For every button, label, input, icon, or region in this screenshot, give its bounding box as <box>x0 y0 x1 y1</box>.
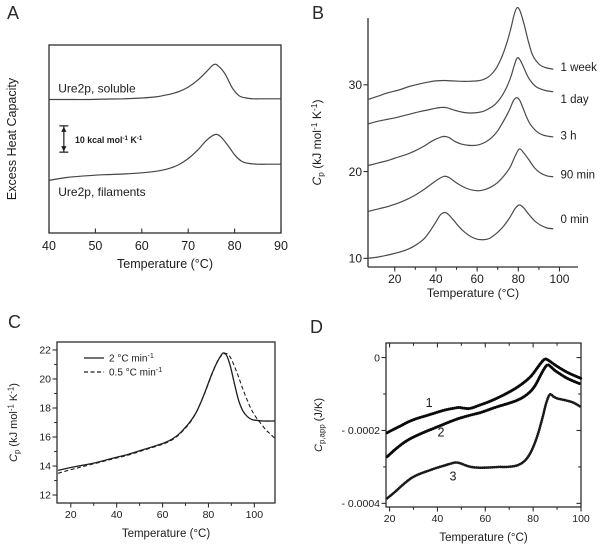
svg-text:20: 20 <box>39 374 51 386</box>
panel-c-chart: 20 40 60 80 100 12 14 16 18 20 22 Temperature (°C) C… <box>0 300 304 548</box>
series-ure2p-soluble <box>49 63 281 101</box>
svg-text:40: 40 <box>42 239 56 253</box>
series-1 <box>385 357 583 435</box>
series-90-min <box>367 148 554 213</box>
series-2 <box>385 363 583 459</box>
svg-text:60: 60 <box>470 272 484 286</box>
svg-text:20: 20 <box>349 165 363 179</box>
svg-text:60: 60 <box>479 513 491 525</box>
svg-text:Temperature (°C): Temperature (°C) <box>122 528 210 540</box>
svg-text:40: 40 <box>111 509 123 521</box>
svg-text:10: 10 <box>349 252 363 266</box>
svg-text:40: 40 <box>429 272 443 286</box>
svg-text:2: 2 <box>438 426 445 440</box>
svg-text:100: 100 <box>246 509 264 521</box>
svg-text:1 week: 1 week <box>561 62 598 74</box>
svg-text:22: 22 <box>39 345 51 357</box>
svg-text:20: 20 <box>65 509 77 521</box>
svg-text:- 0.0004: - 0.0004 <box>341 498 380 510</box>
svg-text:100: 100 <box>549 272 569 286</box>
panel-c-svg: 20 40 60 80 100 12 14 16 18 20 22 Temperature (°C) C… <box>6 341 276 540</box>
svg-text:3: 3 <box>450 469 457 483</box>
svg-text:60: 60 <box>157 509 169 521</box>
svg-text:90: 90 <box>274 239 288 253</box>
panel-c-letter: C <box>8 312 21 332</box>
svg-text:Cp,app (J/K): Cp,app (J/K) <box>313 398 326 452</box>
svg-text:Temperature (°C): Temperature (°C) <box>439 532 527 544</box>
series-1-week <box>367 6 554 101</box>
series-ure2p-filaments <box>48 133 281 181</box>
series-3-h <box>367 97 554 167</box>
svg-text:14: 14 <box>39 461 51 473</box>
svg-text:12: 12 <box>39 490 51 502</box>
svg-text:Cp (kJ mol-1 K-1): Cp (kJ mol-1 K-1) <box>6 383 21 462</box>
series-3 <box>385 392 583 500</box>
svg-text:3 h: 3 h <box>561 130 577 142</box>
panel-b-letter: B <box>312 3 325 23</box>
svg-text:10 kcal mol-1 K-1: 10 kcal mol-1 K-1 <box>75 135 143 145</box>
svg-text:80: 80 <box>228 239 242 253</box>
svg-text:0: 0 <box>374 352 380 364</box>
series-2-c-min-1 <box>57 352 275 472</box>
svg-text:1: 1 <box>426 396 433 410</box>
panel-d-letter: D <box>310 317 323 337</box>
svg-text:- 0.0002: - 0.0002 <box>341 425 380 437</box>
svg-text:Ure2p, soluble: Ure2p, soluble <box>58 81 136 95</box>
svg-text:30: 30 <box>349 78 363 92</box>
panel-b-svg: 20 40 60 80 100 10 20 30 Temperature (°C) Cp (kJ … <box>309 6 598 300</box>
panel-a-svg: 40 50 60 70 80 90 Temperature (°C) Excess Heat … <box>5 44 288 271</box>
series-0-5-c-min-1 <box>57 352 276 474</box>
svg-text:40: 40 <box>432 513 444 525</box>
svg-text:Temperature (°C): Temperature (°C) <box>427 286 519 300</box>
svg-text:0 min: 0 min <box>561 214 589 226</box>
svg-text:Excess Heat Capacity: Excess Heat Capacity <box>5 77 19 200</box>
svg-text:80: 80 <box>203 509 215 521</box>
svg-text:18: 18 <box>39 403 51 415</box>
series-0-min <box>367 204 554 259</box>
svg-text:50: 50 <box>88 239 102 253</box>
svg-text:Ure2p, filaments: Ure2p, filaments <box>58 185 145 199</box>
svg-text:Temperature (°C): Temperature (°C) <box>117 257 213 271</box>
svg-text:70: 70 <box>181 239 195 253</box>
svg-text:2 °C min-1: 2 °C min-1 <box>109 351 154 364</box>
svg-text:20: 20 <box>384 513 396 525</box>
svg-text:16: 16 <box>39 432 51 444</box>
svg-text:20: 20 <box>388 272 402 286</box>
series-1-day <box>367 57 554 125</box>
panel-a-chart: 40 50 60 70 80 90 Temperature (°C) Excess Heat … <box>0 0 304 305</box>
panel-d-svg: 20 40 60 80 100 0 - 0.0002 - 0.0004 Temperature … <box>313 342 590 544</box>
svg-text:80: 80 <box>512 272 526 286</box>
svg-text:Cp (kJ mol-1 K-1): Cp (kJ mol-1 K-1) <box>309 99 326 185</box>
svg-text:60: 60 <box>135 239 149 253</box>
svg-text:1 day: 1 day <box>561 94 589 106</box>
panel-b-chart: 20 40 60 80 100 10 20 30 Temperature (°C) Cp (kJ … <box>304 0 608 305</box>
panel-d-chart: 20 40 60 80 100 0 - 0.0002 - 0.0004 Temperature … <box>304 300 608 548</box>
svg-text:0.5 °C min-1: 0.5 °C min-1 <box>109 365 162 378</box>
panel-a-letter: A <box>7 3 20 23</box>
svg-text:90 min: 90 min <box>561 170 596 182</box>
svg-text:100: 100 <box>572 513 590 525</box>
svg-text:80: 80 <box>527 513 539 525</box>
